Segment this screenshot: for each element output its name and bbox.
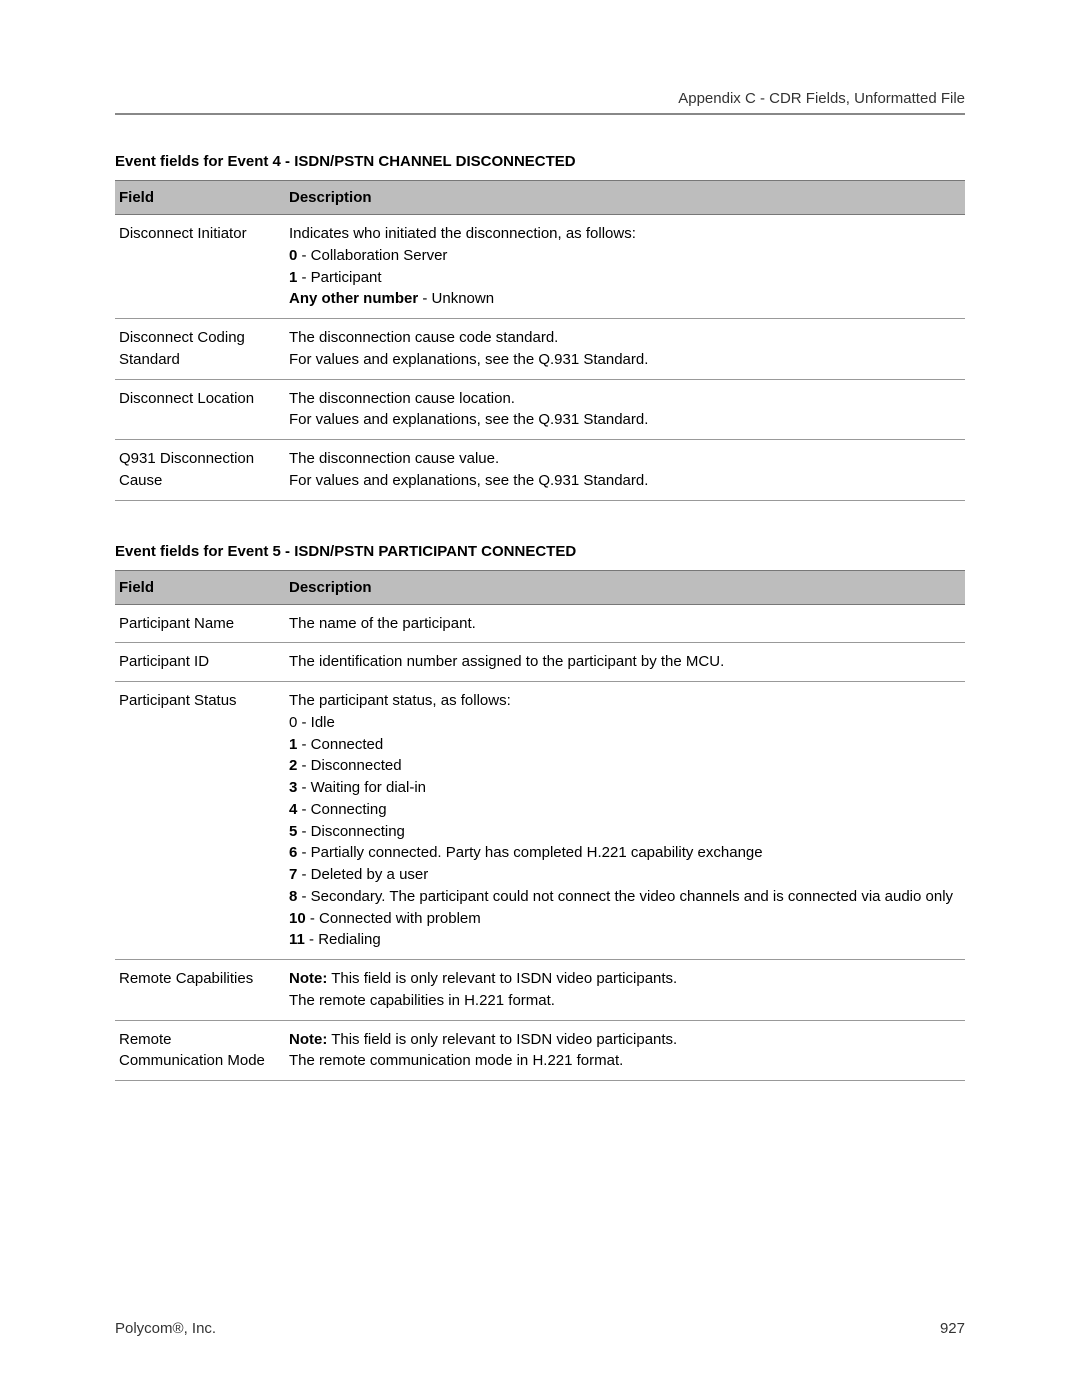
description-line: For values and explanations, see the Q.9…: [289, 470, 955, 492]
description-line: 2 - Disconnected: [289, 755, 955, 777]
description-line: Note: This field is only relevant to ISD…: [289, 1029, 955, 1051]
field-name-cell: Disconnect Initiator: [115, 215, 285, 319]
description-line: Note: This field is only relevant to ISD…: [289, 968, 955, 990]
field-name-cell: Disconnect Coding Standard: [115, 319, 285, 380]
column-header-description: Description: [285, 181, 965, 215]
field-table: FieldDescriptionParticipant NameThe name…: [115, 570, 965, 1082]
table-row: Remote CapabilitiesNote: This field is o…: [115, 960, 965, 1021]
description-line: 4 - Connecting: [289, 799, 955, 821]
description-line: The disconnection cause code standard.: [289, 327, 955, 349]
field-name-cell: Participant Status: [115, 682, 285, 960]
table-row: Disconnect Coding StandardThe disconnect…: [115, 319, 965, 380]
column-header-description: Description: [285, 570, 965, 604]
field-description-cell: The name of the participant.: [285, 604, 965, 643]
field-name-cell: Disconnect Location: [115, 379, 285, 440]
table-row: Remote Communication ModeNote: This fiel…: [115, 1020, 965, 1081]
description-line: The disconnection cause value.: [289, 448, 955, 470]
column-header-field: Field: [115, 181, 285, 215]
description-line: 6 - Partially connected. Party has compl…: [289, 842, 955, 864]
description-line: Any other number - Unknown: [289, 288, 955, 310]
column-header-field: Field: [115, 570, 285, 604]
field-name-cell: Participant ID: [115, 643, 285, 682]
sections-container: Event fields for Event 4 - ISDN/PSTN CHA…: [115, 153, 965, 1081]
description-line: 0 - Collaboration Server: [289, 245, 955, 267]
description-line: Indicates who initiated the disconnectio…: [289, 223, 955, 245]
field-description-cell: Indicates who initiated the disconnectio…: [285, 215, 965, 319]
description-line: The disconnection cause location.: [289, 388, 955, 410]
field-description-cell: The disconnection cause value.For values…: [285, 440, 965, 501]
description-line: The participant status, as follows:: [289, 690, 955, 712]
table-row: Disconnect InitiatorIndicates who initia…: [115, 215, 965, 319]
table-row: Participant IDThe identification number …: [115, 643, 965, 682]
description-line: The identification number assigned to th…: [289, 651, 955, 673]
footer-company: Polycom®, Inc.: [115, 1320, 216, 1337]
field-description-cell: The disconnection cause code standard.Fo…: [285, 319, 965, 380]
field-description-cell: The identification number assigned to th…: [285, 643, 965, 682]
field-name-cell: Remote Capabilities: [115, 960, 285, 1021]
description-line: The remote capabilities in H.221 format.: [289, 990, 955, 1012]
field-description-cell: The participant status, as follows:0 - I…: [285, 682, 965, 960]
section-title: Event fields for Event 4 - ISDN/PSTN CHA…: [115, 153, 965, 170]
page-footer: Polycom®, Inc. 927: [115, 1320, 965, 1337]
table-row: Q931 Disconnection CauseThe disconnectio…: [115, 440, 965, 501]
description-line: 3 - Waiting for dial-in: [289, 777, 955, 799]
header-rule: [115, 113, 965, 115]
table-row: Participant NameThe name of the particip…: [115, 604, 965, 643]
description-line: For values and explanations, see the Q.9…: [289, 349, 955, 371]
field-name-cell: Participant Name: [115, 604, 285, 643]
description-line: 5 - Disconnecting: [289, 821, 955, 843]
field-description-cell: Note: This field is only relevant to ISD…: [285, 1020, 965, 1081]
description-line: 7 - Deleted by a user: [289, 864, 955, 886]
section-title: Event fields for Event 5 - ISDN/PSTN PAR…: [115, 543, 965, 560]
description-line: 1 - Connected: [289, 734, 955, 756]
field-table: FieldDescriptionDisconnect InitiatorIndi…: [115, 180, 965, 501]
footer-page-number: 927: [940, 1320, 965, 1337]
description-line: For values and explanations, see the Q.9…: [289, 409, 955, 431]
description-line: 8 - Secondary. The participant could not…: [289, 886, 955, 908]
description-line: 11 - Redialing: [289, 929, 955, 951]
field-description-cell: The disconnection cause location.For val…: [285, 379, 965, 440]
description-line: The name of the participant.: [289, 613, 955, 635]
description-line: 1 - Participant: [289, 267, 955, 289]
page-header: Appendix C - CDR Fields, Unformatted Fil…: [115, 90, 965, 113]
field-description-cell: Note: This field is only relevant to ISD…: [285, 960, 965, 1021]
field-name-cell: Remote Communication Mode: [115, 1020, 285, 1081]
table-row: Participant StatusThe participant status…: [115, 682, 965, 960]
description-line: 0 - Idle: [289, 712, 955, 734]
description-line: The remote communication mode in H.221 f…: [289, 1050, 955, 1072]
field-name-cell: Q931 Disconnection Cause: [115, 440, 285, 501]
table-row: Disconnect LocationThe disconnection cau…: [115, 379, 965, 440]
description-line: 10 - Connected with problem: [289, 908, 955, 930]
